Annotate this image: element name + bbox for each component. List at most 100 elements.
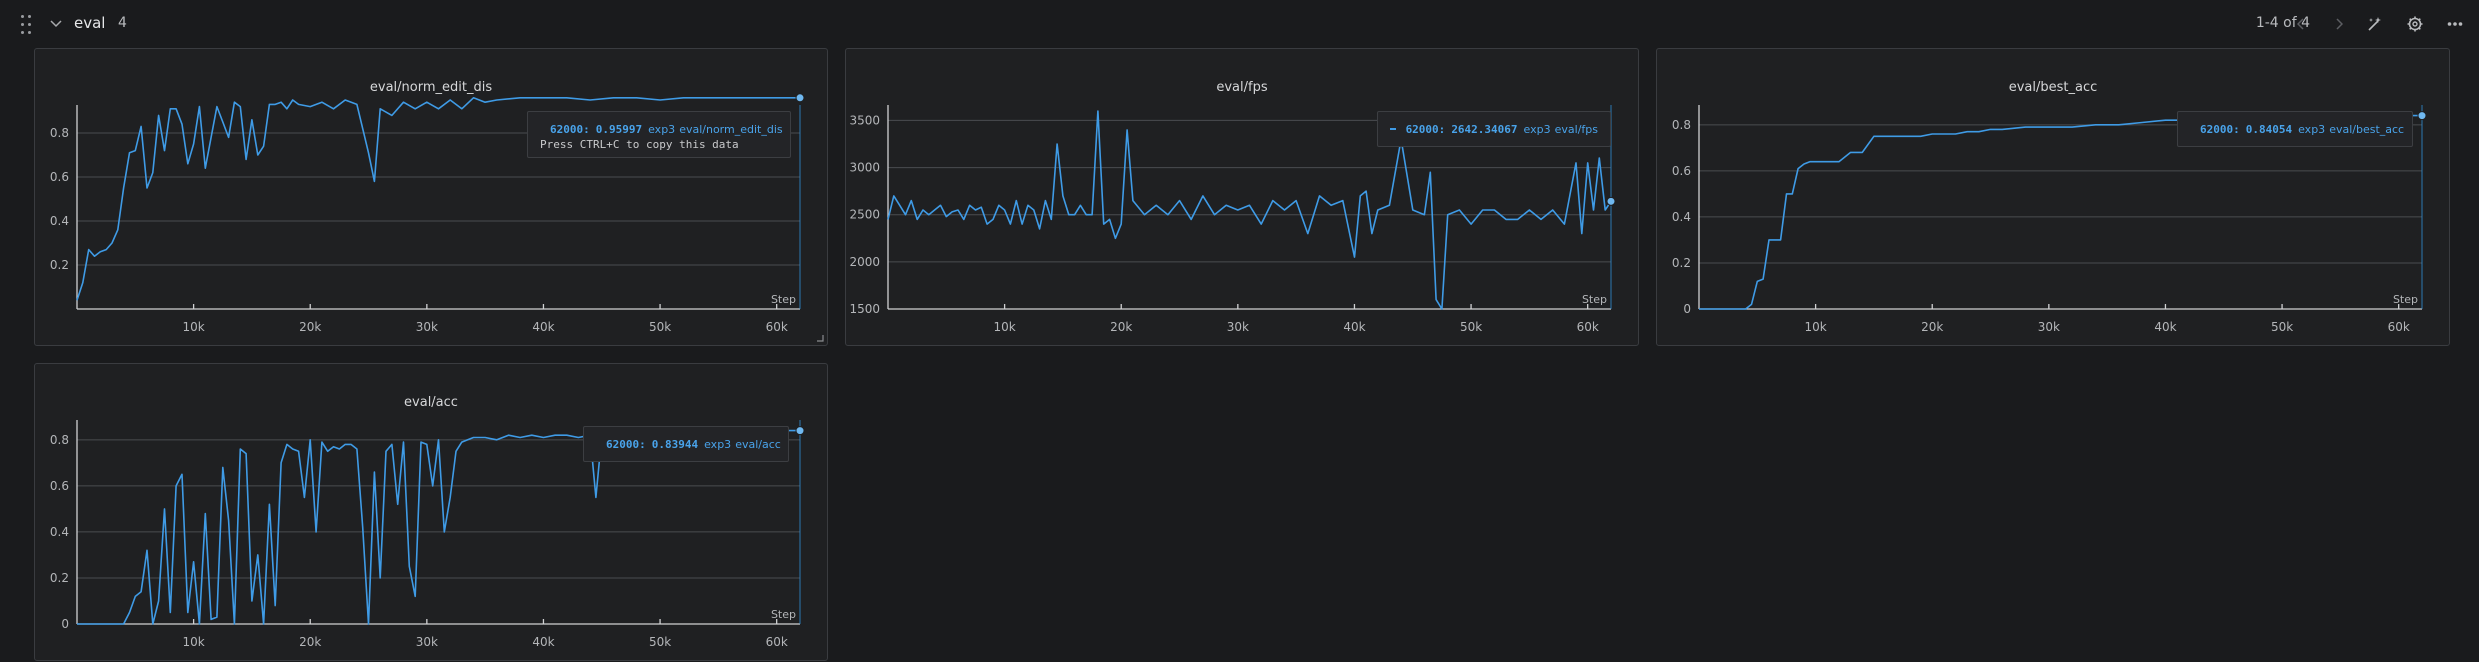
y-tick-label: 2500 [849, 208, 880, 222]
y-tick-label: 1500 [849, 302, 880, 316]
drag-handle-icon[interactable] [16, 12, 36, 36]
chart-title: eval/fps [1216, 80, 1268, 95]
gear-icon[interactable] [2400, 12, 2430, 36]
x-tick-label: 30k [2038, 320, 2060, 334]
x-tick-label: 50k [2271, 320, 2293, 334]
more-icon[interactable] [2440, 12, 2470, 36]
legend-run: exp3 [2298, 122, 2326, 136]
y-tick-label: 0.8 [50, 433, 69, 447]
chart-title: eval/best_acc [2008, 80, 2098, 95]
x-tick-label: 30k [416, 635, 438, 649]
y-tick-label: 0.2 [1672, 256, 1691, 270]
chevron-left-icon[interactable] [2286, 12, 2316, 36]
legend-tooltip: 62000: 0.95997 exp3 eval/norm_edit_dis P… [527, 111, 791, 158]
chart-panel-fps[interactable]: eval/fps 1500 2000 2500 3000 3500 10k 20k 30k 40… [845, 48, 1639, 346]
copy-hint: Press CTRL+C to copy this data [540, 138, 739, 151]
legend-metric: eval/best_acc [2329, 122, 2405, 136]
series-line [887, 110, 1612, 310]
x-tick-label: 20k [1921, 320, 1943, 334]
x-tick-label: 20k [299, 320, 321, 334]
y-tick-label: 0.6 [50, 479, 69, 493]
x-axis-label: Step [1582, 293, 1607, 306]
y-tick-label: 3500 [849, 113, 880, 127]
x-tick-label: 40k [532, 635, 554, 649]
y-tick-label: 2000 [849, 255, 880, 269]
line-chart[interactable]: 0 0.2 0.4 0.6 0.8 10k 20k 30k 40k 50k 60k Step [1657, 49, 2451, 347]
hover-point [1606, 196, 1616, 206]
legend-step: 62000: [550, 122, 590, 136]
y-tick-label: 3000 [849, 161, 880, 175]
legend-tooltip: 62000: 0.84054 exp3 eval/best_acc [2177, 111, 2413, 147]
x-tick-label: 20k [1110, 320, 1132, 334]
legend-metric: eval/fps [1554, 122, 1598, 136]
x-tick-label: 20k [299, 635, 321, 649]
hover-point [795, 426, 805, 436]
magic-wand-icon[interactable] [2360, 12, 2390, 36]
legend-step: 62000: [606, 437, 646, 451]
legend-swatch [1390, 128, 1396, 130]
x-tick-label: 60k [766, 635, 788, 649]
hover-point [795, 93, 805, 103]
x-tick-label: 10k [183, 635, 205, 649]
y-tick-label: 0.8 [1672, 118, 1691, 132]
legend-run: exp3 [1523, 122, 1551, 136]
legend-tooltip: 62000: 2642.34067 exp3 eval/fps [1377, 111, 1611, 147]
legend-step: 62000: [2200, 122, 2240, 136]
x-tick-label: 60k [2388, 320, 2410, 334]
y-tick-label: 0.4 [1672, 210, 1691, 224]
y-tick-label: 0.8 [50, 126, 69, 140]
series-line [76, 97, 800, 301]
section-title[interactable]: eval [74, 14, 106, 32]
chevron-down-icon[interactable] [46, 12, 66, 36]
x-tick-label: 40k [1343, 320, 1365, 334]
y-tick-label: 0.2 [50, 258, 69, 272]
resize-handle-icon[interactable] [816, 334, 824, 342]
x-tick-label: 40k [532, 320, 554, 334]
legend-value: 2642.34067 [1451, 122, 1518, 136]
series-line [77, 429, 800, 625]
y-tick-label: 0.4 [50, 525, 69, 539]
y-tick-label: 0.6 [1672, 164, 1691, 178]
x-axis-label: Step [771, 608, 796, 621]
x-tick-label: 10k [1805, 320, 1827, 334]
legend-tooltip: 62000: 0.83944 exp3 eval/acc [583, 426, 789, 462]
line-chart[interactable]: 0.2 0.4 0.6 0.8 10k 20k 30k 40k 50k 60k Step [35, 49, 829, 347]
x-tick-label: 50k [649, 635, 671, 649]
chart-panel-best-acc[interactable]: eval/best_acc 0 0.2 0.4 0.6 0.8 10k 20k 30k 40k 5… [1656, 48, 2450, 346]
chart-title: eval/norm_edit_dis [369, 80, 493, 95]
y-tick-label: 0.6 [50, 170, 69, 184]
x-axis-label: Step [771, 293, 796, 306]
x-tick-label: 30k [416, 320, 438, 334]
chart-panel-acc[interactable]: eval/acc 0 0.2 0.4 0.6 0.8 10k 20k 30k 40k 50k 60k… [34, 363, 828, 661]
x-tick-label: 10k [994, 320, 1016, 334]
y-tick-label: 0.2 [50, 571, 69, 585]
section-header: eval 4 1-4 of 4 [0, 0, 2479, 48]
legend-value: 0.95997 [595, 122, 643, 136]
legend-metric: eval/acc [735, 437, 781, 451]
section-count-badge: 4 [118, 15, 127, 31]
y-tick-label: 0 [1683, 302, 1691, 316]
x-axis-label: Step [2393, 293, 2418, 306]
line-chart[interactable]: 1500 2000 2500 3000 3500 10k 20k 30k 40k 50k 60k St… [846, 49, 1640, 347]
x-tick-label: 30k [1227, 320, 1249, 334]
legend-metric: eval/norm_edit_dis [679, 122, 783, 136]
chart-title: eval/acc [404, 395, 458, 410]
y-tick-label: 0 [61, 617, 69, 631]
legend-step: 62000: [1405, 122, 1446, 136]
chevron-right-icon[interactable] [2324, 12, 2354, 36]
legend-run: exp3 [648, 122, 676, 136]
y-tick-label: 0.4 [50, 214, 69, 228]
x-tick-label: 60k [1577, 320, 1599, 334]
x-tick-label: 10k [183, 320, 205, 334]
line-chart[interactable]: 0 0.2 0.4 0.6 0.8 10k 20k 30k 40k 50k 60k Step [35, 364, 829, 662]
chart-panel-norm-edit-dis[interactable]: eval/norm_edit_dis 0.2 0.4 0.6 0.8 10k 20k 30k… [34, 48, 828, 346]
pagination-label: 1-4 of 4 [2255, 15, 2310, 31]
x-tick-label: 50k [649, 320, 671, 334]
x-tick-label: 50k [1460, 320, 1482, 334]
legend-run: exp3 [704, 437, 732, 451]
hover-point [2417, 111, 2427, 121]
x-tick-label: 60k [766, 320, 788, 334]
legend-value: 0.84054 [2245, 122, 2293, 136]
x-tick-label: 40k [2154, 320, 2176, 334]
legend-value: 0.83944 [651, 437, 699, 451]
